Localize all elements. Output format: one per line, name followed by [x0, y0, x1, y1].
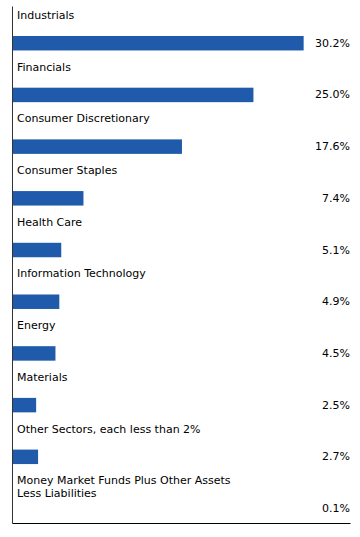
- category-label: Energy: [17, 319, 56, 332]
- category-label: Consumer Discretionary: [17, 112, 150, 125]
- category-label: Industrials: [17, 9, 75, 22]
- data-label: 7.4%: [322, 192, 350, 205]
- plot: Industrials Financials Consumer Discretion…: [12, 7, 351, 524]
- category-label: Money Market Funds Plus Other AssetsLess…: [17, 474, 231, 500]
- x-axis: [13, 523, 351, 524]
- data-label: 4.9%: [322, 295, 350, 308]
- bar: [12, 294, 59, 308]
- bars: [12, 36, 304, 516]
- data-label: 4.5%: [322, 347, 350, 360]
- y-axis: [12, 7, 13, 524]
- bar: [12, 450, 38, 464]
- category-labels: Industrials Financials Consumer Discretion…: [17, 9, 231, 500]
- bar: [12, 139, 182, 153]
- data-labels: 30.2% 25.0% 17.6% 7.4% 5.1% 4.9% 4.5% 2.5% 2.7% 0…: [315, 37, 350, 515]
- data-label: 17.6%: [315, 140, 350, 153]
- bar: [12, 36, 304, 50]
- bar: [12, 88, 253, 102]
- category-label: Materials: [17, 371, 68, 384]
- bar: [12, 191, 83, 205]
- bar: [12, 346, 55, 360]
- data-label: 30.2%: [315, 37, 350, 50]
- bar: [12, 398, 36, 412]
- category-label: Financials: [17, 61, 71, 74]
- chart: Industrials Financials Consumer Discretion…: [0, 0, 360, 537]
- y-axis-line: [12, 7, 13, 524]
- data-label: 25.0%: [315, 88, 350, 101]
- category-label: Health Care: [17, 216, 82, 229]
- data-label: 2.5%: [322, 399, 350, 412]
- data-label: 2.7%: [322, 450, 350, 463]
- category-label: Information Technology: [17, 267, 146, 280]
- data-label: 5.1%: [322, 244, 350, 257]
- x-axis-line: [13, 523, 351, 524]
- bar: [12, 243, 61, 257]
- data-label: 0.1%: [322, 502, 350, 515]
- category-label: Consumer Staples: [17, 164, 117, 177]
- category-label: Other Sectors, each less than 2%: [17, 423, 201, 436]
